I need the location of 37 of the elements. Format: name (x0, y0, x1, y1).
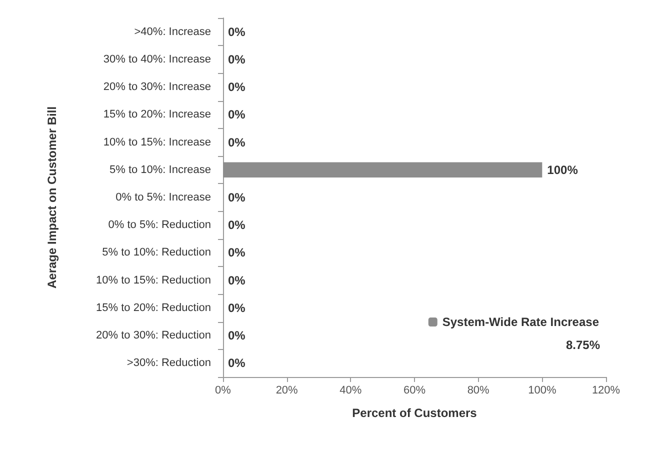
x-axis-title: Percent of Customers (352, 406, 478, 420)
y-axis-title: Aerage Impact on Customer Bill (45, 106, 59, 289)
y-tick-label: 0% to 5%: Reduction (108, 219, 211, 232)
y-tick-label: 20% to 30%: Reduction (96, 330, 211, 342)
data-label: 100% (547, 162, 578, 177)
x-tick-label: 80% (467, 384, 490, 396)
data-label: 0% (228, 135, 246, 150)
y-tick-label: 0% to 5%: Increase (116, 192, 211, 204)
y-tick-label: 10% to 15%: Increase (103, 136, 211, 148)
data-label: 0% (228, 356, 246, 370)
data-label: 0% (228, 328, 246, 343)
data-label: 0% (228, 300, 246, 315)
x-tick-label: 0% (215, 384, 232, 396)
data-label: 0% (228, 246, 246, 260)
y-tick-label: 5% to 10%: Reduction (102, 246, 211, 259)
x-tick-label: 120% (592, 384, 620, 396)
y-tick-label: 15% to 20%: Reduction (96, 302, 211, 314)
annotation: 8.75% (566, 338, 600, 352)
data-label: 0% (228, 273, 246, 288)
legend-label: System-Wide Rate Increase (442, 315, 600, 329)
y-tick-label: >40%: Increase (134, 26, 211, 38)
y-tick-label: 10% to 15%: Reduction (96, 274, 211, 286)
y-tick-label: 5% to 10%: Increase (109, 164, 211, 176)
y-tick-label: >30%: Reduction (126, 357, 211, 370)
data-label: 0% (228, 190, 246, 204)
y-tick-label: 20% to 30%: Increase (103, 81, 211, 94)
y-tick-label: 30% to 40%: Increase (103, 53, 211, 66)
x-tick-label: 40% (340, 384, 362, 396)
data-label: 0% (228, 80, 246, 94)
data-label: 0% (228, 218, 246, 232)
x-tick-label: 20% (276, 384, 298, 396)
x-tick-label: 100% (528, 384, 556, 396)
x-tick-label: 60% (403, 384, 426, 396)
y-tick-label: 15% to 20%: Increase (103, 108, 211, 121)
data-label: 0% (228, 24, 246, 39)
data-label: 0% (228, 108, 246, 122)
data-label: 0% (228, 52, 246, 66)
